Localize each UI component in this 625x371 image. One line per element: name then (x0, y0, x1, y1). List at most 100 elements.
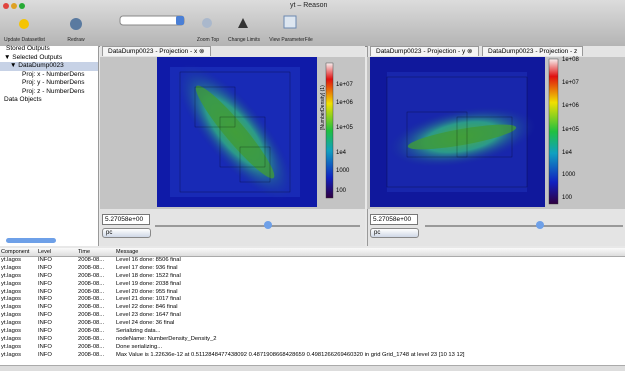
limits-icon (238, 18, 248, 28)
tree-item[interactable]: Proj: x - NumberDens (0, 71, 98, 80)
log-cell: Level 22 done: 846 final (116, 304, 178, 311)
colorbar-label: 1e4 (336, 150, 347, 156)
dataset-dropdown[interactable] (119, 15, 185, 26)
log-cell: INFO (38, 312, 52, 319)
disclosure-triangle[interactable]: ▼ (10, 62, 19, 69)
width-field[interactable]: 5.27058e+00 (102, 214, 150, 225)
log-row: yt.lagos INFO 2008-08... nodeName: NumberDe… (0, 336, 625, 344)
close-button[interactable] (3, 3, 9, 9)
log-cell: 2008-08... (78, 272, 105, 279)
tab-label: DataDump0023 - Projection - x (108, 48, 198, 55)
tree-label: Data Objects (4, 96, 42, 103)
log-cell: Level 19 done: 2038 final (116, 280, 181, 287)
log-cell: yt.lagos (1, 328, 21, 335)
status-bar (0, 365, 625, 371)
unit-popup[interactable]: pc (102, 228, 151, 238)
slider-thumb[interactable] (264, 221, 272, 229)
colorbar-label: 1e+06 (562, 103, 579, 109)
view-tab[interactable]: DataDump0023 - Projection - x ⊗ (102, 46, 211, 56)
log-cell: Serializing data... (116, 328, 161, 335)
log-cell: INFO (38, 328, 52, 335)
log-row: yt.lagos INFO 2008-08... Level 23 done: 164… (0, 312, 625, 320)
unit-label: pc (106, 230, 113, 236)
window-title: yt – Reason (290, 2, 328, 9)
slider-thumb[interactable] (536, 221, 544, 229)
tree-item[interactable]: ▼ Selected Outputs (0, 54, 98, 63)
tree-label: DataDump0023 (18, 62, 64, 69)
log-cell: 2008-08... (78, 335, 105, 342)
toolbar-label[interactable]: View ParameterFile (269, 37, 313, 43)
log-cell: yt.lagos (1, 296, 21, 303)
toolbar-label[interactable]: Redraw (67, 37, 85, 43)
log-cell: yt.lagos (1, 264, 21, 271)
colorbar-label: 100 (336, 188, 347, 194)
colorbar-label: 1e+05 (336, 125, 353, 131)
minimize-button[interactable] (11, 3, 17, 9)
param-icon (283, 15, 297, 29)
toolbar-label[interactable]: Zoom Top (196, 37, 220, 43)
log-cell: yt.lagos (1, 343, 21, 350)
tree-item[interactable]: Proj: z - NumberDens (0, 88, 98, 97)
tree-label: Proj: x - NumberDens (22, 70, 85, 78)
colorbar-label: 1e+05 (562, 127, 579, 133)
tree-item[interactable]: Data Objects (0, 96, 98, 105)
log-cell: Level 20 done: 955 final (116, 288, 178, 295)
log-rows: yt.lagos INFO 2008-08... Level 16 done: 850… (0, 257, 625, 360)
tree-label: Proj: z - NumberDens (22, 87, 85, 95)
log-cell: INFO (38, 272, 52, 279)
log-row: yt.lagos INFO 2008-08... Level 16 done: 850… (0, 257, 625, 265)
view-tab[interactable]: DataDump0023 - Projection - y ⊗ (370, 46, 479, 56)
sidebar (0, 46, 99, 246)
log-cell: Level 17 done: 936 final (116, 264, 178, 271)
log-cell: yt.lagos (1, 312, 21, 319)
projection-image (100, 57, 365, 209)
log-cell: yt.lagos (1, 351, 21, 358)
log-cell: yt.lagos (1, 304, 21, 311)
tree-item[interactable]: ▼ DataDump0023 (0, 62, 98, 71)
log-cell: 2008-08... (78, 343, 105, 350)
log-cell: 2008-08... (78, 304, 105, 311)
unit-popup[interactable]: pc (370, 228, 419, 238)
log-cell: Level 24 done: 36 final (116, 320, 175, 327)
tree-item[interactable]: Proj: y - NumberDens (0, 79, 98, 88)
toolbar-label[interactable]: Change Limits (228, 37, 260, 43)
log-cell: INFO (38, 288, 52, 295)
tree-item[interactable]: Stored Outputs (0, 45, 98, 54)
toolbar-label[interactable]: Update Datasetlist (4, 37, 45, 43)
log-cell: yt.lagos (1, 257, 21, 263)
log-header: Component Level Time Message (0, 248, 625, 257)
log-cell: INFO (38, 304, 52, 311)
log-cell: INFO (38, 335, 52, 342)
log-cell: 2008-08... (78, 288, 105, 295)
tree-label: Proj: y - NumberDens (22, 79, 85, 86)
colorbar-label: 1e+06 (336, 100, 353, 106)
colorbar-label: 1e+07 (336, 82, 353, 88)
log-cell: Level 23 done: 1647 final (116, 312, 181, 319)
zoom-button[interactable] (19, 3, 25, 9)
log-cell: yt.lagos (1, 335, 21, 342)
log-cell: 2008-08... (78, 351, 105, 358)
disclosure-triangle[interactable]: ▼ (4, 53, 13, 61)
log-row: yt.lagos INFO 2008-08... Level 20 done: 955… (0, 289, 625, 297)
log-row: yt.lagos INFO 2008-08... Max Value is 1.226… (0, 352, 625, 360)
toolbar-icons (19, 15, 297, 30)
projection-image (367, 57, 625, 209)
log-cell: 2008-08... (78, 296, 105, 303)
sidebar-scrollbar[interactable] (6, 238, 56, 243)
colorbar-label: 1e+07 (562, 80, 579, 86)
redraw-icon (70, 18, 82, 30)
tab-label: DataDump0023 - Projection - z (488, 48, 578, 55)
column-header: Level (38, 249, 52, 255)
colorbar-label: 1e4 (562, 150, 573, 156)
width-field[interactable]: 5.27058e+00 (370, 214, 418, 225)
colorbar-label: 100 (562, 195, 573, 201)
log-row: yt.lagos INFO 2008-08... Done serializing..… (0, 344, 625, 352)
view-tab[interactable]: DataDump0023 - Projection - z (482, 46, 584, 56)
column-header: Component (1, 249, 30, 255)
slider-track (155, 225, 360, 227)
log-row: yt.lagos INFO 2008-08... Level 18 done: 152… (0, 273, 625, 281)
log-cell: INFO (38, 351, 52, 358)
column-header: Time (78, 249, 91, 255)
log-cell: 2008-08... (78, 280, 105, 287)
